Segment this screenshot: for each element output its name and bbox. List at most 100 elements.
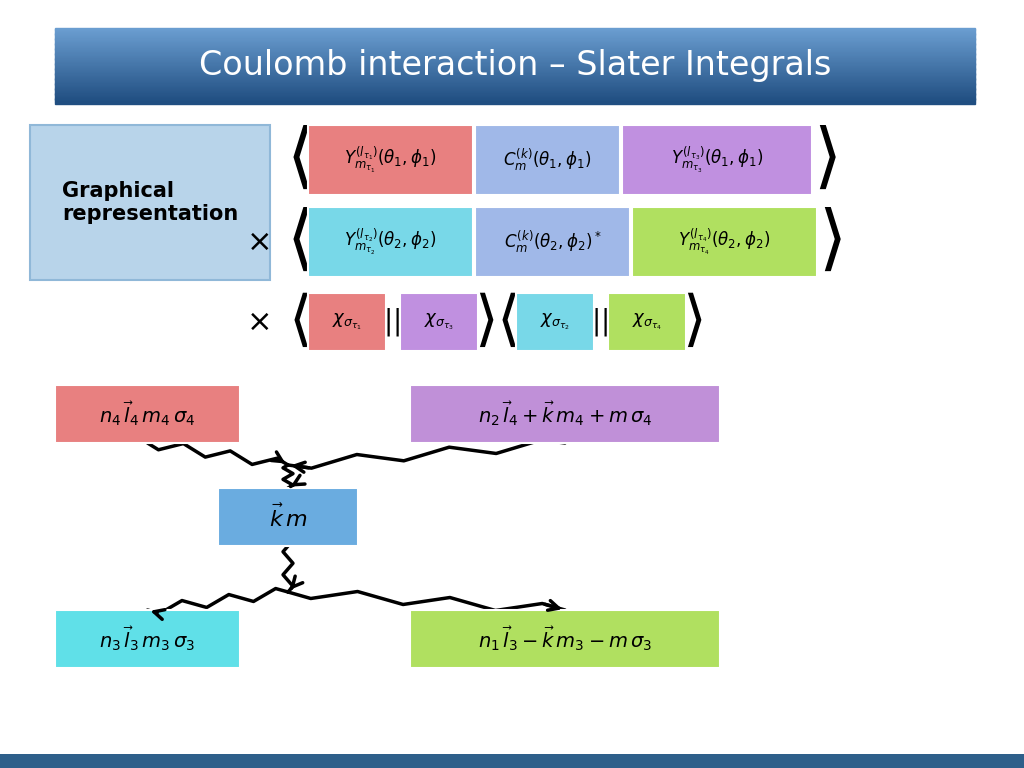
Text: $\rangle$: $\rangle$ xyxy=(813,125,837,194)
FancyBboxPatch shape xyxy=(516,293,594,351)
Bar xyxy=(55,59,975,61)
Text: $n_3\, \vec{l}_3\, m_3\, \sigma_3$: $n_3\, \vec{l}_3\, m_3\, \sigma_3$ xyxy=(99,624,196,654)
Bar xyxy=(55,88,975,90)
Bar xyxy=(55,38,975,40)
Bar xyxy=(55,94,975,96)
FancyBboxPatch shape xyxy=(410,385,720,443)
FancyBboxPatch shape xyxy=(308,125,473,195)
Bar xyxy=(55,31,975,34)
Text: $\chi_{\sigma_{\tau_1}}$: $\chi_{\sigma_{\tau_1}}$ xyxy=(332,312,362,333)
Bar xyxy=(55,48,975,50)
Bar xyxy=(55,77,975,78)
Bar xyxy=(55,84,975,86)
Text: $\rangle$: $\rangle$ xyxy=(818,207,842,276)
Bar xyxy=(55,35,975,38)
Text: $||$: $||$ xyxy=(592,306,608,338)
Bar xyxy=(55,41,975,44)
Bar xyxy=(55,37,975,38)
Bar xyxy=(55,75,975,78)
Text: $\langle$: $\langle$ xyxy=(496,293,516,352)
Bar xyxy=(55,65,975,68)
Bar xyxy=(55,65,975,66)
Bar xyxy=(55,87,975,88)
Text: $\langle$: $\langle$ xyxy=(286,207,310,276)
FancyBboxPatch shape xyxy=(608,293,686,351)
Bar xyxy=(55,57,975,58)
Text: $\times$: $\times$ xyxy=(247,307,269,336)
FancyBboxPatch shape xyxy=(475,125,620,195)
Bar xyxy=(55,98,975,100)
FancyBboxPatch shape xyxy=(218,488,358,546)
Bar xyxy=(55,71,975,72)
Bar xyxy=(55,101,975,102)
Bar xyxy=(55,43,975,45)
Bar xyxy=(55,39,975,41)
FancyBboxPatch shape xyxy=(410,610,720,668)
Text: $n_1\, \vec{l}_3 - \vec{k}\, m_3 - m\, \sigma_3$: $n_1\, \vec{l}_3 - \vec{k}\, m_3 - m\, \… xyxy=(478,624,652,654)
Bar xyxy=(55,63,975,65)
Text: Graphical
representation: Graphical representation xyxy=(61,181,239,224)
Bar xyxy=(55,45,975,48)
Bar xyxy=(55,89,975,91)
Bar xyxy=(55,28,975,30)
Bar xyxy=(55,73,975,74)
FancyBboxPatch shape xyxy=(30,125,270,280)
Text: $\times$: $\times$ xyxy=(247,227,269,257)
FancyBboxPatch shape xyxy=(400,293,478,351)
FancyBboxPatch shape xyxy=(632,207,817,277)
Text: $Y_{m_{\tau_2}}^{(l_{\tau_2})}(\theta_2, \phi_2)$: $Y_{m_{\tau_2}}^{(l_{\tau_2})}(\theta_2,… xyxy=(344,227,436,257)
Bar xyxy=(55,47,975,48)
Bar xyxy=(55,68,975,70)
Bar xyxy=(55,55,975,58)
Bar xyxy=(55,83,975,84)
Text: $n_2\, \vec{l}_4 + \vec{k}\, m_4 + m\, \sigma_4$: $n_2\, \vec{l}_4 + \vec{k}\, m_4 + m\, \… xyxy=(478,399,652,429)
Text: Coulomb interaction – Slater Integrals: Coulomb interaction – Slater Integrals xyxy=(199,49,831,82)
Bar xyxy=(55,91,975,92)
Bar xyxy=(55,51,975,54)
Bar xyxy=(55,61,975,62)
Bar xyxy=(55,78,975,80)
FancyBboxPatch shape xyxy=(55,385,240,443)
Bar xyxy=(55,71,975,74)
Text: $Y_{m_{\tau_1}}^{(l_{\tau_1})}(\theta_1, \phi_1)$: $Y_{m_{\tau_1}}^{(l_{\tau_1})}(\theta_1,… xyxy=(344,145,436,175)
Text: $||$: $||$ xyxy=(383,306,400,338)
Text: $\chi_{\sigma_{\tau_4}}$: $\chi_{\sigma_{\tau_4}}$ xyxy=(632,312,663,333)
Text: $\vec{k}\, m$: $\vec{k}\, m$ xyxy=(268,503,307,531)
Bar xyxy=(55,93,975,94)
Bar xyxy=(55,85,975,88)
Text: $\langle$: $\langle$ xyxy=(286,125,310,194)
Text: $\chi_{\sigma_{\tau_3}}$: $\chi_{\sigma_{\tau_3}}$ xyxy=(424,312,454,333)
FancyBboxPatch shape xyxy=(55,610,240,668)
Text: $Y_{m_{\tau_3}}^{(l_{\tau_3})}(\theta_1, \phi_1)$: $Y_{m_{\tau_3}}^{(l_{\tau_3})}(\theta_1,… xyxy=(671,145,763,175)
Bar xyxy=(55,35,975,36)
Bar xyxy=(55,33,975,35)
Bar xyxy=(55,74,975,76)
Bar xyxy=(55,51,975,52)
Bar xyxy=(55,31,975,32)
Text: $n_4\, \vec{l}_4\, m_4\, \sigma_4$: $n_4\, \vec{l}_4\, m_4\, \sigma_4$ xyxy=(99,399,196,429)
Bar xyxy=(55,45,975,46)
Bar xyxy=(55,58,975,60)
Bar xyxy=(55,95,975,98)
Text: $\rangle$: $\rangle$ xyxy=(682,293,702,352)
Bar xyxy=(0,754,1024,768)
FancyBboxPatch shape xyxy=(475,207,630,277)
Text: $\chi_{\sigma_{\tau_2}}$: $\chi_{\sigma_{\tau_2}}$ xyxy=(540,312,570,333)
Bar xyxy=(55,41,975,42)
Bar xyxy=(55,29,975,31)
Bar xyxy=(55,101,975,104)
Text: $\langle$: $\langle$ xyxy=(288,293,308,352)
Text: $\rangle$: $\rangle$ xyxy=(474,293,495,352)
FancyBboxPatch shape xyxy=(308,293,386,351)
Bar xyxy=(55,79,975,81)
Bar xyxy=(55,69,975,71)
FancyBboxPatch shape xyxy=(308,207,473,277)
Text: $C_m^{(k)}(\theta_2, \phi_2)^*$: $C_m^{(k)}(\theta_2, \phi_2)^*$ xyxy=(504,229,601,255)
Bar xyxy=(55,49,975,51)
Text: $C_m^{(k)}(\theta_1, \phi_1)$: $C_m^{(k)}(\theta_1, \phi_1)$ xyxy=(504,147,592,173)
Bar xyxy=(55,55,975,56)
Bar xyxy=(55,53,975,55)
FancyBboxPatch shape xyxy=(622,125,812,195)
Bar xyxy=(55,81,975,82)
Bar xyxy=(55,81,975,84)
